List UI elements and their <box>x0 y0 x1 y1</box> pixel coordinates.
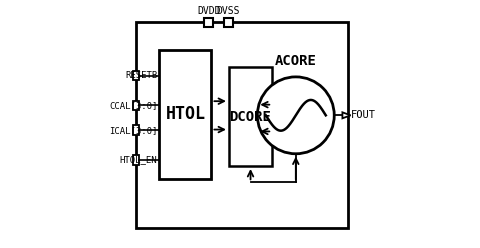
Text: RESETB: RESETB <box>125 71 157 80</box>
Text: FOUT: FOUT <box>351 110 376 120</box>
Bar <box>224 18 233 27</box>
Text: DVDD: DVDD <box>197 6 220 16</box>
Text: HTOL_EN: HTOL_EN <box>120 155 157 164</box>
Polygon shape <box>342 112 350 118</box>
Bar <box>133 155 139 165</box>
Circle shape <box>257 77 334 154</box>
Text: HTOL: HTOL <box>166 105 205 123</box>
Text: CCAL[3:0]: CCAL[3:0] <box>109 101 157 110</box>
Bar <box>133 71 139 80</box>
Bar <box>133 101 139 110</box>
Bar <box>229 67 272 166</box>
Text: ACORE: ACORE <box>275 54 317 68</box>
Text: DVSS: DVSS <box>217 6 240 16</box>
Text: DCORE: DCORE <box>229 110 272 124</box>
Bar <box>204 18 214 27</box>
Bar <box>133 125 139 135</box>
Bar <box>136 22 348 228</box>
Text: ICAL[3:0]: ICAL[3:0] <box>109 126 157 135</box>
Bar <box>159 50 212 179</box>
